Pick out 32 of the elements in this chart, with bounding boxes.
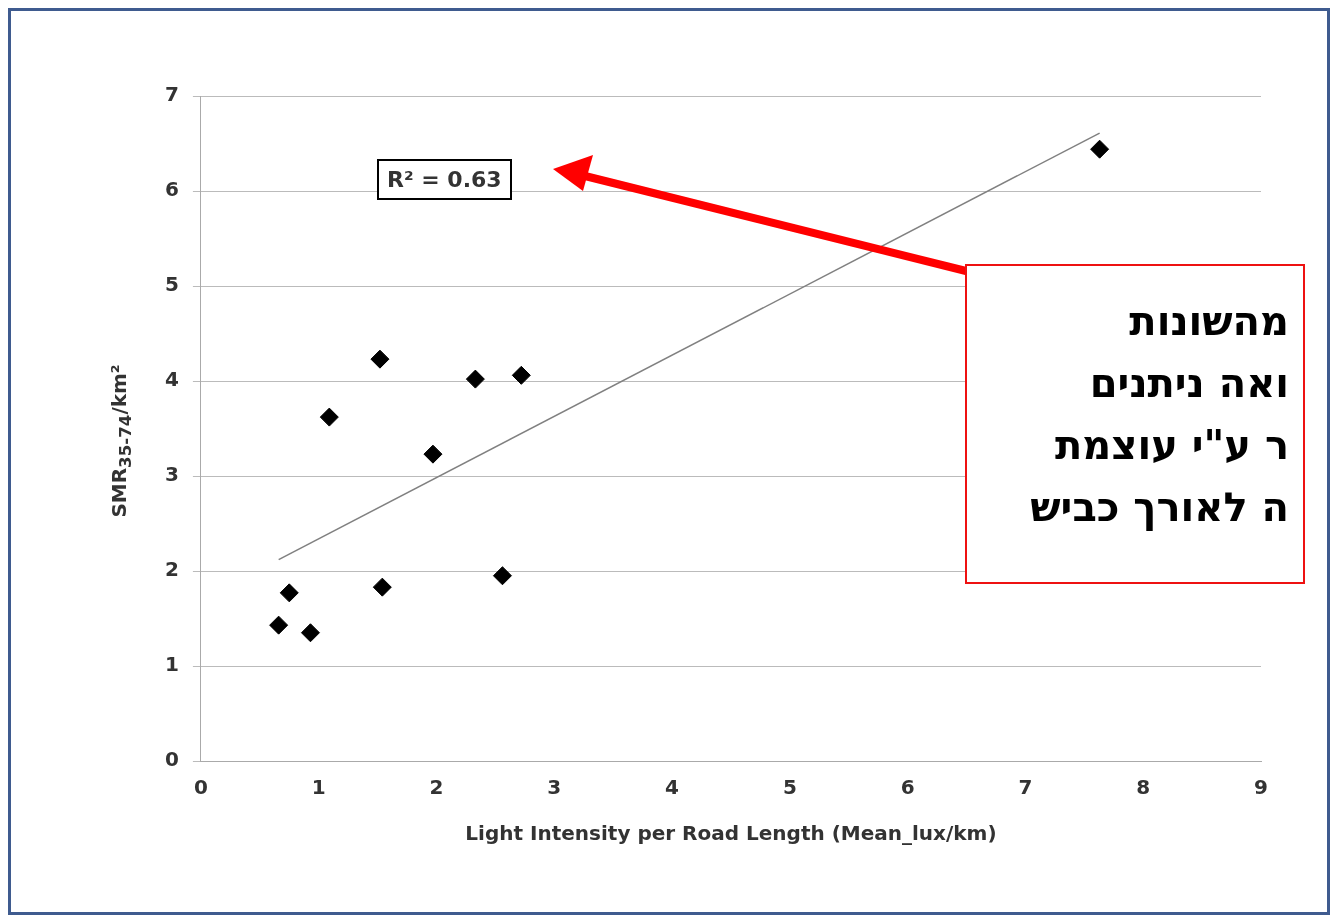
y-tick-label: 0 <box>164 747 179 772</box>
point <box>279 583 299 603</box>
x-tick-label: 7 <box>1018 775 1033 800</box>
point <box>423 444 443 464</box>
x-tick-label: 1 <box>311 775 326 800</box>
annotation: מהשונות ואה ניתנים ר ע"י עוצמת ה לאורך כביש <box>965 264 1305 584</box>
x-axis-title: Light Intensity per Road Length (Mean_lux/km) <box>465 821 997 846</box>
x-tick-label: 9 <box>1254 775 1268 800</box>
x-tick-label: 2 <box>429 775 444 800</box>
y-tick-label: 7 <box>164 82 179 107</box>
annotation: R² = 0.63 <box>377 159 512 200</box>
point <box>372 577 392 597</box>
point <box>511 365 531 385</box>
y-tick-label: 5 <box>164 272 179 297</box>
point <box>465 369 485 389</box>
y-tick-label: 1 <box>164 652 179 677</box>
x-tick-label: 4 <box>665 775 680 800</box>
point <box>300 623 320 643</box>
point <box>1090 139 1110 159</box>
point <box>370 349 390 369</box>
y-tick-label: 4 <box>164 367 179 392</box>
x-tick-label: 5 <box>782 775 797 800</box>
x-tick-label: 6 <box>900 775 915 800</box>
x-tick-label: 3 <box>547 775 562 800</box>
x-tick-label: 0 <box>193 775 208 800</box>
y-tick-label: 3 <box>164 462 179 487</box>
point <box>269 615 289 635</box>
y-tick-label: 6 <box>164 177 179 202</box>
y-tick-label: 2 <box>164 557 179 582</box>
x-tick-label: 8 <box>1136 775 1151 800</box>
point <box>492 566 512 586</box>
point <box>319 407 339 427</box>
